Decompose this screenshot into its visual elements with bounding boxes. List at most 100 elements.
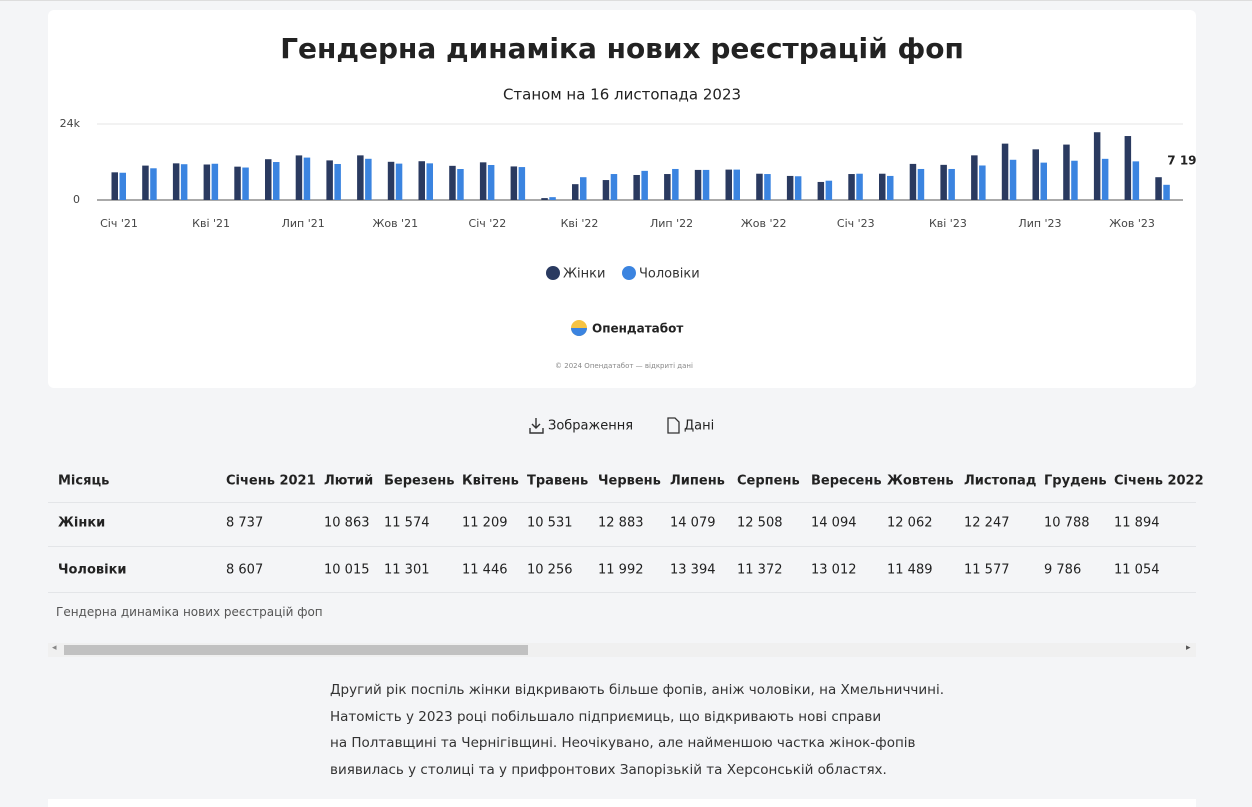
bar	[940, 164, 947, 200]
table-header-cell: Місяць	[58, 473, 110, 489]
bar	[142, 165, 149, 200]
y-tick-label: 24k	[60, 117, 81, 130]
table-cell: 10 256	[527, 562, 573, 578]
bar	[817, 181, 825, 200]
table-cell: 11 489	[887, 562, 933, 578]
bar	[387, 161, 395, 200]
bar	[111, 172, 118, 200]
row-divider	[48, 592, 1196, 593]
bar	[1071, 160, 1078, 200]
bar	[786, 175, 794, 200]
bar	[295, 155, 303, 200]
csv-icon[interactable]	[667, 417, 680, 434]
x-tick-label: Лип '22	[650, 217, 693, 230]
table-cell: 11 301	[384, 562, 430, 578]
table-header-cell: Вересень	[811, 473, 882, 489]
bar	[303, 157, 311, 200]
scroll-right[interactable]: ▸	[1186, 643, 1191, 653]
bar	[580, 177, 587, 200]
bar	[180, 164, 188, 200]
bar	[979, 165, 986, 200]
bar	[334, 163, 341, 200]
table-cell: 11 992	[598, 562, 644, 578]
x-tick-label: Січ '22	[469, 217, 507, 230]
logo-text: Опендатабот	[592, 322, 683, 336]
image-button[interactable]: Зображення	[548, 419, 633, 434]
bar	[357, 155, 364, 200]
table-cell: 11 446	[462, 562, 508, 578]
bar	[326, 160, 333, 200]
bar	[518, 167, 526, 200]
bar	[702, 169, 710, 200]
bar	[602, 180, 610, 200]
bar	[725, 169, 732, 200]
table-cell: Чоловіки	[58, 562, 127, 578]
scrollbar-thumb[interactable]	[64, 645, 528, 655]
table-cell: 10 531	[527, 515, 573, 531]
table-header-cell: Квітень	[462, 473, 519, 489]
table-cell: 12 883	[598, 515, 644, 531]
next-card	[48, 799, 1196, 807]
bar	[1124, 136, 1132, 200]
table-cell: 13 394	[670, 562, 716, 578]
table-header-cell: Грудень	[1044, 473, 1107, 489]
bar	[909, 163, 917, 200]
bar	[265, 159, 272, 200]
x-tick-label: Кві '22	[561, 217, 599, 230]
table-header-cell: Січень 2022	[1114, 473, 1204, 489]
table-cell: 11 372	[737, 562, 783, 578]
bar	[1040, 162, 1047, 200]
bar	[1132, 161, 1140, 200]
bar	[365, 158, 372, 200]
export-buttons[interactable]: Зображення Дані	[528, 416, 728, 436]
bar	[848, 174, 855, 200]
bar	[1155, 177, 1162, 200]
bar	[1001, 143, 1009, 200]
table-cell: 12 062	[887, 515, 933, 531]
x-tick-label: Кві '23	[929, 217, 967, 230]
table-cell: 13 012	[811, 562, 857, 578]
table-header-cell: Червень	[598, 473, 661, 489]
table-header-cell: Серпень	[737, 473, 800, 489]
bar	[1009, 159, 1017, 200]
bar	[211, 163, 219, 200]
data-label: 7 199	[1167, 154, 1196, 168]
bar	[150, 168, 157, 200]
table-cell: 14 094	[811, 515, 857, 531]
x-tick-label: Жов '23	[1109, 217, 1155, 230]
table-cell: 8 607	[226, 562, 264, 578]
table-cell: 10 015	[324, 562, 370, 578]
bar	[694, 169, 702, 200]
table-cell: 11 574	[384, 515, 430, 531]
bar	[1163, 184, 1170, 200]
table-header-cell: Травень	[527, 473, 589, 489]
bar	[825, 180, 833, 200]
bar	[610, 174, 618, 200]
bar	[172, 163, 180, 200]
table-cell: 8 737	[226, 515, 264, 531]
legend-marker	[546, 266, 560, 280]
table-cell: 12 247	[964, 515, 1010, 531]
table-header-cell: Листопад	[964, 473, 1037, 489]
bar	[672, 168, 679, 200]
chart-title: Гендерна динаміка нових реєстрацій фоп	[280, 32, 964, 65]
table-header-cell: Лютий	[324, 473, 374, 489]
x-tick-label: Січ '23	[837, 217, 875, 230]
bar	[203, 164, 211, 200]
bar	[479, 162, 487, 200]
chart-subtitle: Станом на 16 листопада 2023	[503, 86, 741, 104]
x-tick-label: Січ '21	[100, 217, 138, 230]
table-cell: 11 209	[462, 515, 508, 531]
data-button[interactable]: Дані	[684, 419, 714, 434]
bar	[541, 198, 548, 200]
table-header-cell: Березень	[384, 473, 455, 489]
table-cell: 11 054	[1114, 562, 1160, 578]
bar	[449, 165, 456, 200]
download-icon[interactable]	[529, 418, 544, 434]
scroll-left[interactable]: ◂	[52, 643, 57, 653]
bar	[733, 169, 740, 200]
bar	[1101, 158, 1109, 200]
bar	[1093, 132, 1101, 200]
x-tick-label: Лип '23	[1018, 217, 1061, 230]
